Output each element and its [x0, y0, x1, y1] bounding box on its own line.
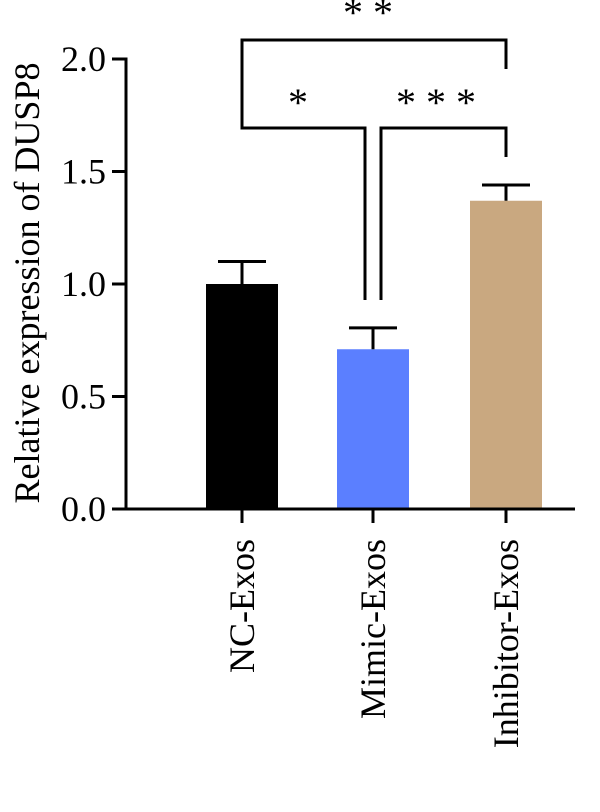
bar-mimic-exos: [337, 349, 409, 509]
significance-bracket: [240, 38, 508, 103]
bar-nc-exos: [206, 284, 278, 509]
bar-inhibitor-exos: [470, 200, 542, 509]
y-tick-label: 1.0: [61, 264, 106, 304]
y-tick-label: 0.0: [61, 489, 106, 529]
significance-bracket: [240, 103, 367, 300]
x-tick-label: NC-Exos: [222, 539, 262, 673]
significance-label: *: [288, 80, 318, 125]
error-bars: [218, 183, 530, 350]
significance-label: **: [343, 0, 403, 35]
x-axis: NC-Exos Mimic-Exos Inhibitor-Exos: [124, 507, 575, 748]
y-axis: 0.0 0.5 1.0 1.5 2.0: [61, 39, 128, 529]
y-axis-label: Relative expression of DUSP8: [7, 63, 47, 504]
significance-label: ***: [396, 80, 486, 125]
x-tick-label: Inhibitor-Exos: [486, 539, 526, 748]
significance-bracket: [379, 126, 508, 300]
y-tick-label: 1.5: [61, 152, 106, 192]
y-tick-label: 2.0: [61, 39, 106, 79]
significance-brackets: * *****: [240, 0, 508, 300]
x-tick-label: Mimic-Exos: [353, 539, 393, 719]
y-tick-label: 0.5: [61, 377, 106, 417]
bars: [206, 200, 542, 509]
